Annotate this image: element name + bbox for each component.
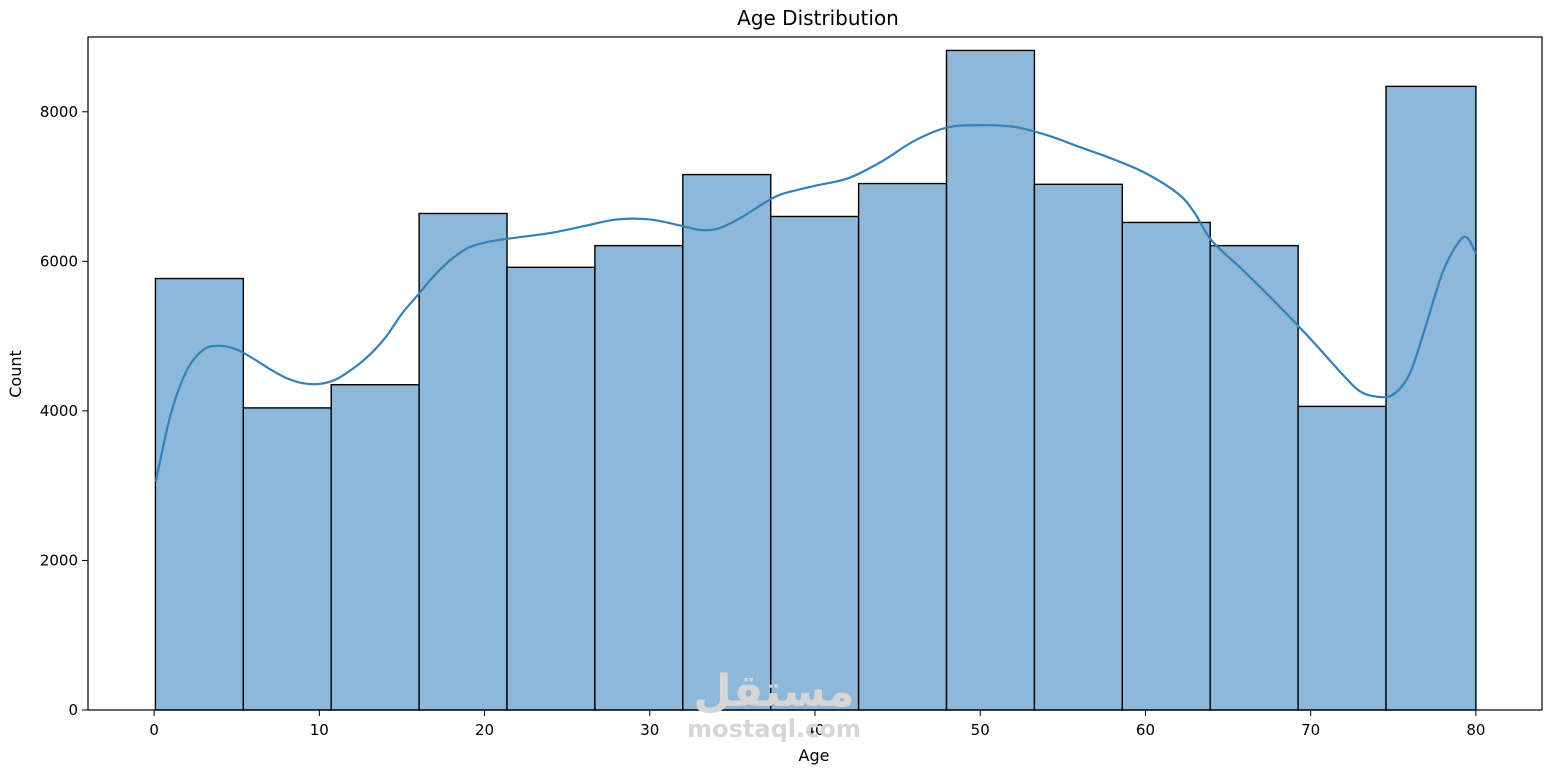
y-tick-label: 8000	[40, 103, 78, 121]
x-tick-label: 80	[1466, 721, 1485, 739]
x-tick-label: 20	[475, 721, 494, 739]
histogram-bar	[331, 385, 419, 710]
y-axis-label: Count	[6, 350, 25, 398]
y-tick-label: 6000	[40, 252, 78, 270]
x-tick-label: 0	[149, 721, 159, 739]
x-tick-label: 70	[1301, 721, 1320, 739]
x-axis-ticks: 0 10 20 30 40 50 60 70 80	[149, 710, 1485, 739]
bars-group	[155, 50, 1475, 710]
histogram-bar	[507, 267, 595, 710]
y-tick-label: 0	[68, 701, 78, 719]
histogram-bar	[1386, 86, 1476, 710]
x-tick-label: 30	[640, 721, 659, 739]
histogram-bar	[859, 184, 947, 710]
histogram-bar	[1210, 246, 1298, 710]
y-axis-ticks: 0 2000 4000 6000 8000	[40, 103, 88, 719]
histogram-bar	[1298, 406, 1386, 710]
y-tick-label: 4000	[40, 402, 78, 420]
y-tick-label: 2000	[40, 551, 78, 569]
x-tick-label: 50	[971, 721, 990, 739]
histogram-bar	[243, 408, 331, 710]
histogram-bar	[155, 279, 243, 710]
histogram-bar	[771, 216, 859, 710]
histogram-bar	[419, 213, 507, 710]
x-tick-label: 10	[310, 721, 329, 739]
histogram-bar	[1034, 184, 1122, 710]
chart-title: Age Distribution	[737, 6, 899, 30]
histogram-bar	[947, 50, 1035, 710]
histogram-bar	[683, 175, 771, 710]
histogram-bar	[595, 246, 683, 710]
x-tick-label: 60	[1136, 721, 1155, 739]
x-axis-label: Age	[799, 746, 830, 765]
x-tick-label: 40	[805, 721, 824, 739]
histogram-bar	[1122, 222, 1210, 710]
